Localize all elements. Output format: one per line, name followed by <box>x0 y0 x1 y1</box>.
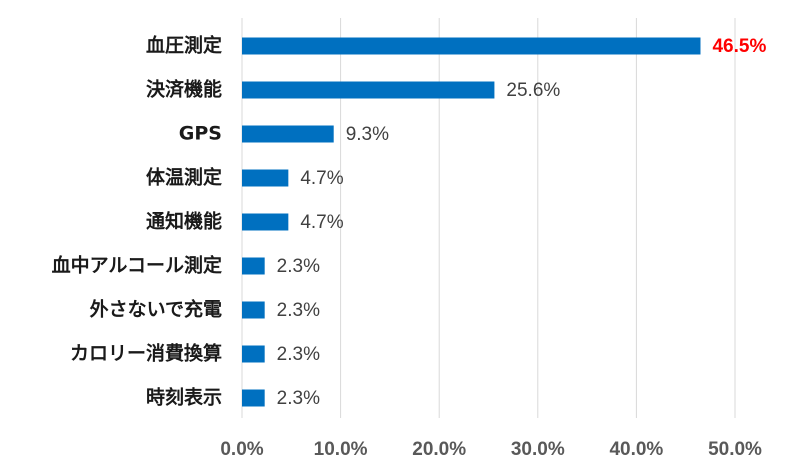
category-label-0: 血圧測定 <box>146 34 222 57</box>
x-tick-label-4: 40.0% <box>609 439 663 460</box>
x-tick-label-1: 10.0% <box>314 439 368 460</box>
category-label-1: 決済機能 <box>146 78 222 101</box>
value-label-7: 2.3% <box>277 344 320 365</box>
bar-7 <box>242 345 265 363</box>
value-label-2: 9.3% <box>346 124 389 145</box>
x-tick-label-3: 30.0% <box>511 439 565 460</box>
bar-0 <box>242 37 701 55</box>
bar-1 <box>242 81 495 99</box>
value-label-4: 4.7% <box>300 212 343 233</box>
value-label-8: 2.3% <box>277 388 320 409</box>
category-label-5: 血中アルコール測定 <box>52 254 222 277</box>
value-labels: 46.5% 25.6% 9.3% 4.7% 4.7% 2.3% 2.3% 2.3% 2.3% <box>277 36 767 409</box>
value-label-3: 4.7% <box>300 168 343 189</box>
category-label-4: 通知機能 <box>146 210 222 233</box>
bar-8 <box>242 389 265 407</box>
x-tick-label-2: 20.0% <box>412 439 466 460</box>
value-label-1: 25.6% <box>506 80 560 101</box>
x-axis-ticks: 0.0% 10.0% 20.0% 30.0% 40.0% 50.0% <box>220 439 762 460</box>
bar-2 <box>242 125 334 143</box>
bar-6 <box>242 301 265 319</box>
x-tick-label-5: 50.0% <box>708 439 762 460</box>
value-label-0: 46.5% <box>712 36 766 57</box>
category-label-8: 時刻表示 <box>146 386 222 409</box>
category-label-6: 外さないで充電 <box>90 298 222 321</box>
bars <box>242 37 701 407</box>
category-label-7: カロリー消費換算 <box>70 342 222 365</box>
value-label-6: 2.3% <box>277 300 320 321</box>
bar-5 <box>242 257 265 275</box>
bar-4 <box>242 213 289 231</box>
category-label-3: 体温測定 <box>146 166 222 189</box>
x-tick-label-0: 0.0% <box>220 439 263 460</box>
value-label-5: 2.3% <box>277 256 320 277</box>
category-label-2: GPS <box>179 123 222 145</box>
bar-3 <box>242 169 289 187</box>
